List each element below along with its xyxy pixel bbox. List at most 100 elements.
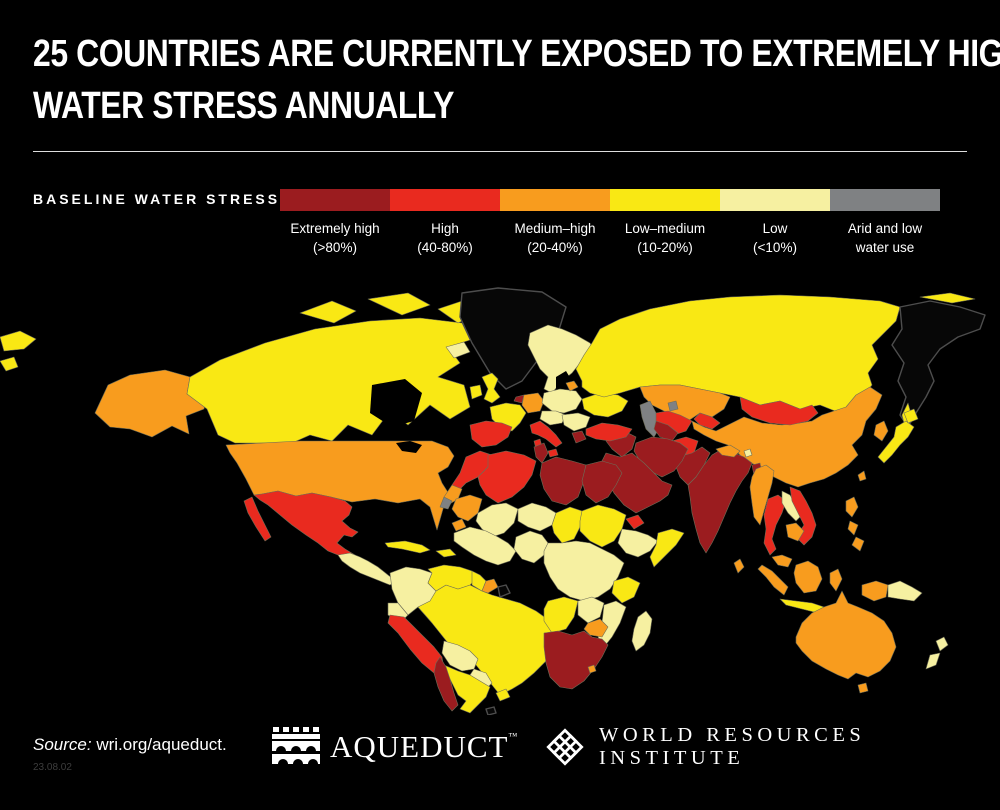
map-region-hispaniola xyxy=(435,548,457,558)
hudson-bay xyxy=(370,379,422,427)
map-region-germany xyxy=(521,392,545,414)
source-value: wri.org/aqueduct. xyxy=(91,735,227,754)
map-region-arctic-islands xyxy=(367,292,431,316)
legend-label-line2: (<10%) xyxy=(753,240,797,255)
map-region-zambia xyxy=(577,596,605,624)
map-region-australia xyxy=(795,590,897,680)
map-region-mauritania xyxy=(451,494,483,522)
map-region-morocco xyxy=(451,450,493,492)
map-region-venezuela xyxy=(427,564,479,592)
legend-label-line1: Low xyxy=(762,221,788,236)
map-region-greenland xyxy=(459,287,567,390)
map-region-spain-portugal xyxy=(469,420,513,448)
map-region-libya xyxy=(539,456,587,506)
baltic-sea xyxy=(556,371,572,393)
map-region-new-zealand xyxy=(935,636,949,652)
map-region-bhutan xyxy=(743,448,753,458)
page-title-line1: 25 COUNTRIES ARE CURRENTLY EXPOSED TO EX… xyxy=(33,33,1000,75)
map-region-malaysia xyxy=(771,554,793,568)
map-region-new-zealand xyxy=(925,652,941,670)
map-region-guinea-west-africa xyxy=(453,526,517,566)
map-region-somalia xyxy=(649,528,685,568)
legend-label-line1: Medium–high xyxy=(514,221,596,236)
map-region-central-europe xyxy=(539,410,567,426)
map-region-ireland xyxy=(469,384,483,400)
map-region-arctic-islands xyxy=(299,300,357,324)
map-region-chukotka-kamchatka xyxy=(891,300,986,428)
map-region-papua-new-guinea xyxy=(887,580,923,602)
map-region-sicily xyxy=(547,448,559,458)
legend-label-line1: Low–medium xyxy=(624,221,706,236)
map-region-borneo xyxy=(793,560,823,594)
legend-swatch-high xyxy=(390,189,500,211)
map-region-suriname xyxy=(481,578,499,594)
map-region-uk xyxy=(481,372,501,404)
map-region-chad xyxy=(551,506,583,544)
aqueduct-wordmark: AQUEDUCT™ xyxy=(330,729,518,765)
map-region-italy xyxy=(529,420,563,448)
map-region-philippines xyxy=(847,520,859,536)
map-region-russia-islands xyxy=(919,292,976,304)
map-region-algeria xyxy=(477,450,537,504)
map-region-nigeria xyxy=(513,530,549,564)
legend-swatch-arid xyxy=(830,189,940,211)
map-region-iceland xyxy=(445,341,471,359)
legend-label-line2: (10-20%) xyxy=(637,240,693,255)
map-region-tanzania xyxy=(611,576,641,604)
legend-swatch-low xyxy=(720,189,830,211)
legend-item-high: High (40-80%) xyxy=(390,189,500,257)
map-region-japan xyxy=(877,420,915,464)
wri-logo: WORLD RESOURCES INSTITUTE xyxy=(545,724,1000,770)
map-region-russia-fragment xyxy=(0,356,19,372)
map-region-nepal xyxy=(715,444,741,458)
legend-swatch-low-medium xyxy=(610,189,720,211)
map-region-zimbabwe xyxy=(583,618,609,638)
map-region-taiwan xyxy=(857,470,867,482)
map-region-canada xyxy=(186,317,471,444)
wri-wordmark: WORLD RESOURCES INSTITUTE xyxy=(598,724,866,769)
map-region-ethiopia xyxy=(617,528,659,558)
map-region-alaska xyxy=(94,369,208,438)
world-map xyxy=(0,287,986,715)
map-region-vietnam xyxy=(789,486,817,546)
map-region-western-sahara-corner xyxy=(439,496,453,510)
legend-item-low: Low (<10%) xyxy=(720,189,830,257)
map-region-philippines xyxy=(845,496,859,518)
wri-icon xyxy=(546,728,584,766)
legend-label-line1: Extremely high xyxy=(290,221,380,236)
map-region-mexico-baja xyxy=(243,496,272,542)
map-region-colombia xyxy=(389,566,437,616)
legend-label-line2: water use xyxy=(855,240,915,255)
map-region-myanmar xyxy=(749,464,775,526)
title-divider xyxy=(33,151,967,152)
map-region-aral-sea xyxy=(667,400,679,412)
great-lakes xyxy=(396,441,422,453)
legend-item-extremely-high: Extremely high (>80%) xyxy=(280,189,390,257)
map-region-mexico xyxy=(253,490,359,562)
map-region-tunisia xyxy=(533,442,549,464)
map-region-angola xyxy=(543,596,579,634)
legend-item-medium-high: Medium–high (20-40%) xyxy=(500,189,610,257)
map-region-central-africa xyxy=(543,540,625,602)
legend-label-line2: (20-40%) xyxy=(527,240,583,255)
map-region-french-guiana xyxy=(497,584,511,598)
source-label: Source: xyxy=(33,735,92,754)
map-region-belgium xyxy=(513,394,525,404)
source-text: Source: wri.org/aqueduct. xyxy=(33,735,227,755)
legend-label-line1: Arid and low xyxy=(847,221,923,236)
map-region-lithuania xyxy=(565,380,579,392)
map-region-cambodia xyxy=(785,522,805,542)
map-region-senegal xyxy=(451,518,467,532)
page-title-line2: WATER STRESS ANNUALLY xyxy=(33,85,454,127)
map-region-tasmania xyxy=(857,682,869,694)
legend-item-low-medium: Low–medium (10-20%) xyxy=(610,189,720,257)
legend-item-arid: Arid and low water use xyxy=(830,189,940,257)
map-region-sulawesi xyxy=(829,568,843,592)
map-region-madagascar xyxy=(631,610,653,652)
map-region-eritrea xyxy=(625,514,645,530)
aqueduct-logo: AQUEDUCT™ xyxy=(272,727,518,767)
map-region-lesotho xyxy=(587,664,597,674)
map-region-egypt xyxy=(581,460,623,504)
trademark-symbol: ™ xyxy=(508,731,519,741)
